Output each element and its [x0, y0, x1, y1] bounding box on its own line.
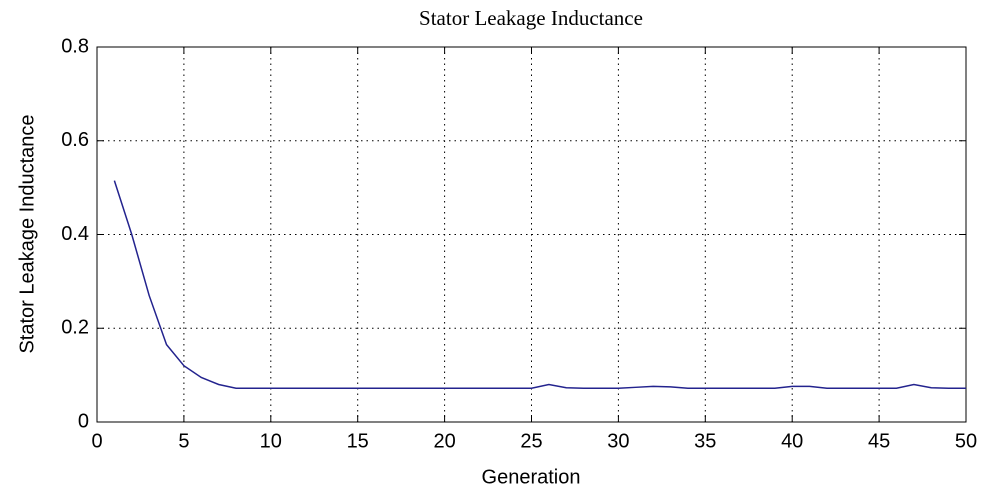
x-tick-label: 30	[607, 430, 629, 452]
plot-frame	[96, 46, 967, 423]
y-axis-label: Stator Leakage Inductance	[16, 114, 38, 353]
y-tick-label: 0.2	[61, 317, 89, 339]
x-tick-label: 40	[781, 430, 803, 452]
y-tick-label: 0.6	[61, 129, 89, 151]
x-tick-label: 0	[91, 430, 102, 452]
x-tick-label: 35	[694, 430, 716, 452]
x-tick-label: 25	[520, 430, 542, 452]
x-tick-label: 10	[260, 430, 282, 452]
x-tick-label: 20	[433, 430, 455, 452]
x-axis-label: Generation	[482, 466, 581, 488]
chart-title: Stator Leakage Inductance	[419, 6, 643, 30]
y-tick-label: 0.4	[61, 223, 89, 245]
y-tick-label: 0	[78, 410, 89, 432]
data-line	[113, 180, 966, 389]
y-tick-label: 0.8	[61, 35, 89, 57]
x-tick-label: 5	[178, 430, 189, 452]
x-tick-label: 45	[868, 430, 890, 452]
x-tick-label: 50	[955, 430, 977, 452]
x-tick-label: 15	[347, 430, 369, 452]
